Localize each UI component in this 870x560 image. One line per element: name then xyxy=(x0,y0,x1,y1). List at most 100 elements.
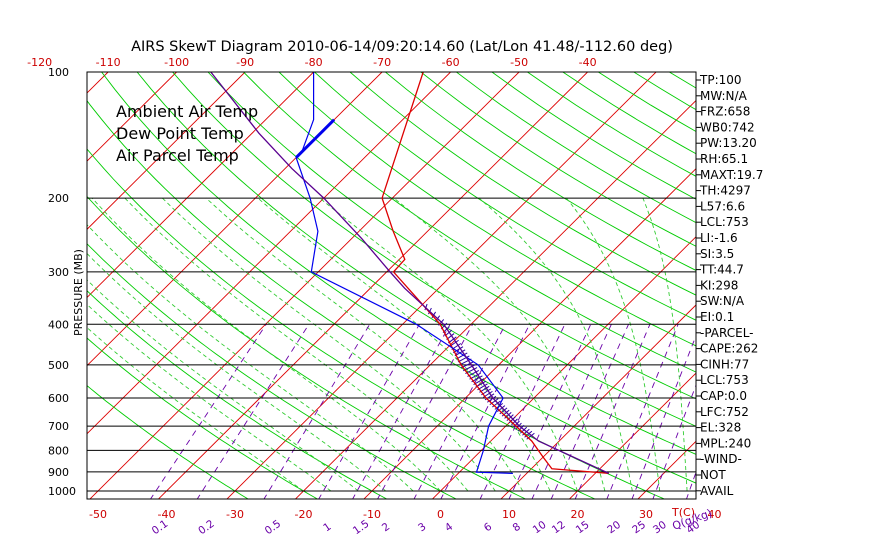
cape-hatch-line xyxy=(457,355,470,363)
stats-item: CAPE:262 xyxy=(700,342,758,356)
mixing-ratio-label: 25 xyxy=(630,519,648,537)
dry-adiabat-line xyxy=(776,72,870,500)
cape-hatch-line xyxy=(506,414,514,421)
mixing-ratio-label: 0.2 xyxy=(196,518,217,537)
legend-parcel-temp: Air Parcel Temp xyxy=(116,146,239,165)
mixing-ratio-line xyxy=(413,324,506,499)
stats-item: EI:0.1 xyxy=(700,310,734,324)
dry-adiabat-line xyxy=(314,72,696,321)
stats-item: CINH:77 xyxy=(700,357,749,371)
dry-adiabat-line xyxy=(87,243,458,499)
dry-adiabat-line xyxy=(491,72,696,200)
x-tick-label-top: -80 xyxy=(305,56,323,69)
dry-adiabat-line xyxy=(278,72,696,347)
stats-item: L57:6.6 xyxy=(700,199,745,213)
stats-item: SI:3.5 xyxy=(700,247,734,261)
mixing-ratio-label: 0.5 xyxy=(263,518,284,537)
cape-hatch-line xyxy=(511,418,518,426)
stats-item: LCL:753 xyxy=(700,373,749,387)
dry-adiabat-line xyxy=(385,72,696,271)
stats-item: FRZ:658 xyxy=(700,105,750,119)
dry-adiabat-line xyxy=(811,72,870,500)
cape-hatch-line xyxy=(499,407,508,415)
dry-adiabat-line xyxy=(847,72,870,500)
isotherm-line xyxy=(87,72,109,94)
y-tick-label: 300 xyxy=(48,266,69,279)
x-tick-label-bottom: -30 xyxy=(226,508,244,521)
stats-item: CAP:0.0 xyxy=(700,389,747,403)
mixing-ratio-label: 30 xyxy=(651,519,669,537)
isotherm-line xyxy=(500,304,696,499)
dew-point-thick-segment xyxy=(295,118,336,159)
x-tick-label-top: -120 xyxy=(27,56,52,69)
x-tick-label-top: -40 xyxy=(579,56,597,69)
x-tick-label-bottom: -50 xyxy=(89,508,107,521)
y-tick-label: 700 xyxy=(48,420,69,433)
y-tick-label: 800 xyxy=(48,444,69,457)
moist-adiabat-line xyxy=(91,197,441,492)
mixing-ratio-label: 10 xyxy=(531,519,549,537)
stats-item: WB0:742 xyxy=(700,120,755,134)
stats-item: TT:44.7 xyxy=(699,263,744,277)
dry-adiabat-line xyxy=(87,148,596,499)
moist-adiabat-line xyxy=(87,303,332,492)
mixing-ratio-label: 6 xyxy=(482,521,495,535)
parcel-temp-line xyxy=(210,72,610,474)
x-tick-label-top: -100 xyxy=(164,56,189,69)
cape-hatch-line xyxy=(519,426,528,434)
legend-dew-point: Dew Point Temp xyxy=(116,124,244,143)
mixing-ratio-line xyxy=(606,324,679,499)
y-tick-label: 100 xyxy=(48,66,69,79)
mixing-ratio-line xyxy=(377,324,474,499)
mixing-ratio-label: 20 xyxy=(605,519,623,537)
dew-point-line xyxy=(295,72,513,474)
mixing-ratio-line xyxy=(574,324,651,499)
mixing-ratio-line xyxy=(550,324,629,499)
stats-item: LCL:753 xyxy=(700,215,749,229)
moist-adiabat-line xyxy=(319,197,578,492)
mixing-ratio-label: 4 xyxy=(443,521,456,535)
stats-item: KI:298 xyxy=(700,278,738,292)
mixing-ratio-line xyxy=(196,324,310,499)
mixing-ratio-line xyxy=(652,383,696,499)
moist-adiabat-line xyxy=(162,197,496,492)
stats-item: NOT xyxy=(700,468,726,482)
isotherm-line xyxy=(0,72,40,500)
x-tick-label-bottom: 0 xyxy=(437,508,444,521)
cape-hatch-line xyxy=(459,358,472,366)
ambient-temp-line xyxy=(381,72,609,475)
dry-adiabat-line xyxy=(207,72,696,400)
y-axis-label: PRESSURE (MB) xyxy=(72,249,85,336)
stats-item: MW:N/A xyxy=(700,89,748,103)
legend: Ambient Air Temp Dew Point Temp Air Parc… xyxy=(116,102,258,165)
stats-item: TH:4297 xyxy=(699,184,751,198)
isotherm-line xyxy=(157,72,588,499)
stats-item: EL:328 xyxy=(700,421,741,435)
stats-item: SW:N/A xyxy=(700,294,745,308)
dry-adiabat-line xyxy=(87,337,319,499)
isotherm-line xyxy=(87,72,177,162)
y-tick-label: 500 xyxy=(48,359,69,372)
isotherm-line xyxy=(431,236,696,499)
dry-adiabat-line xyxy=(243,72,696,373)
cape-hatch-line xyxy=(501,409,510,417)
cape-hatch-line xyxy=(504,412,512,419)
moist-adiabat-line xyxy=(257,197,551,492)
mixing-ratio-line xyxy=(263,324,371,499)
x-tick-label-bottom: 10 xyxy=(502,508,516,521)
isotherm-line xyxy=(87,72,314,299)
mixing-ratio-line xyxy=(150,324,267,499)
x-tick-label-bottom: -10 xyxy=(363,508,381,521)
stats-item: TP:100 xyxy=(699,73,742,87)
cape-hatch-line xyxy=(522,428,530,436)
stats-item: RH:65.1 xyxy=(700,152,748,166)
x-axis-unit-label: T(C) xyxy=(671,506,695,519)
mixing-ratio-label: 3 xyxy=(416,521,428,535)
y-tick-label: 400 xyxy=(48,318,69,331)
cape-hatch-line xyxy=(508,416,516,424)
grid-lines xyxy=(0,72,870,500)
mixing-ratio-label: 1 xyxy=(321,521,333,535)
isotherm-line xyxy=(226,72,657,499)
